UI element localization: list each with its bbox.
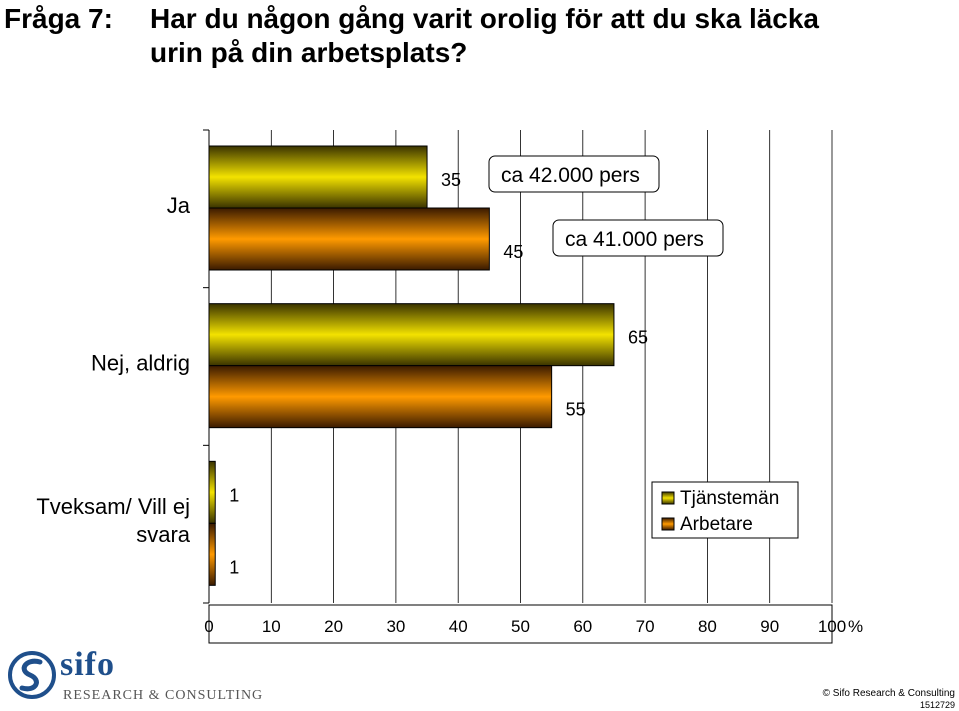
x-tick-label-0: 0: [204, 617, 213, 636]
sifo-brand: sifo: [60, 646, 115, 683]
annotation-0: ca 42.000 pers: [501, 164, 640, 187]
legend: Tjänstemän Arbetare: [651, 481, 799, 539]
x-tick-label-40: 40: [449, 617, 468, 636]
question-title-line2: urin på din arbetsplats?: [150, 37, 468, 68]
data-label-1-1: 55: [566, 400, 586, 420]
annotation-box-0: [488, 155, 660, 193]
report-code: 1512729: [919, 700, 955, 710]
question-number: Fråga 7:: [4, 3, 113, 34]
bars: [208, 145, 615, 586]
x-axis-box: [208, 604, 833, 644]
bar-1-1: [208, 365, 553, 429]
x-tick-label-50: 50: [511, 617, 530, 636]
data-label-0-0: 35: [441, 170, 461, 190]
category-label-2-0: Tveksam/ Vill ej: [36, 494, 190, 519]
data-labels: 35 45 65 55 1 1: [229, 170, 648, 577]
bar-2-0: [208, 460, 216, 524]
data-label-0-1: 45: [503, 242, 523, 262]
bar-1-0: [208, 303, 615, 367]
bar-2-1: [208, 522, 216, 586]
sifo-subtitle: RESEARCH & CONSULTING: [63, 688, 264, 703]
annotation-1: ca 41.000 pers: [565, 228, 704, 251]
category-label-2-1: svara: [136, 522, 191, 547]
x-tick-label-90: 90: [760, 617, 779, 636]
sifo-logo-icon: [8, 651, 56, 699]
bar-0-1: [208, 207, 490, 271]
data-label-2-0: 1: [229, 485, 239, 505]
x-tick-label-30: 30: [386, 617, 405, 636]
x-axis-unit: %: [848, 617, 863, 636]
question-title-line1: Har du någon gång varit orolig för att d…: [150, 3, 820, 34]
annotations: ca 42.000 pers ca 41.000 pers: [488, 155, 724, 257]
sifo-logo: [6, 648, 246, 704]
x-tick-label-60: 60: [573, 617, 592, 636]
copyright: © Sifo Research & Consulting: [822, 688, 955, 699]
category-label-0-0: Ja: [167, 193, 191, 218]
x-tick-label-80: 80: [698, 617, 717, 636]
x-tick-label-20: 20: [324, 617, 343, 636]
legend-label-0: Tjänstemän: [680, 488, 779, 509]
legend-box: [651, 481, 799, 539]
data-label-1-0: 65: [628, 328, 648, 348]
legend-label-1: Arbetare: [680, 514, 753, 535]
x-tick-label-10: 10: [262, 617, 281, 636]
legend-swatch-0: [661, 491, 675, 505]
legend-swatch-1: [661, 517, 675, 531]
x-tick-labels: 0 10 20 30 40 50 60 70 80 90 100%: [204, 617, 863, 636]
x-tick-label-70: 70: [636, 617, 655, 636]
category-label-1-0: Nej, aldrig: [91, 351, 190, 376]
category-labels: Ja Nej, aldrig Tveksam/ Vill ej svara: [36, 193, 190, 547]
x-tick-label-100: 100: [818, 617, 846, 636]
annotation-box-1: [552, 219, 724, 257]
bar-0-0: [208, 145, 428, 209]
data-label-2-1: 1: [229, 557, 239, 577]
